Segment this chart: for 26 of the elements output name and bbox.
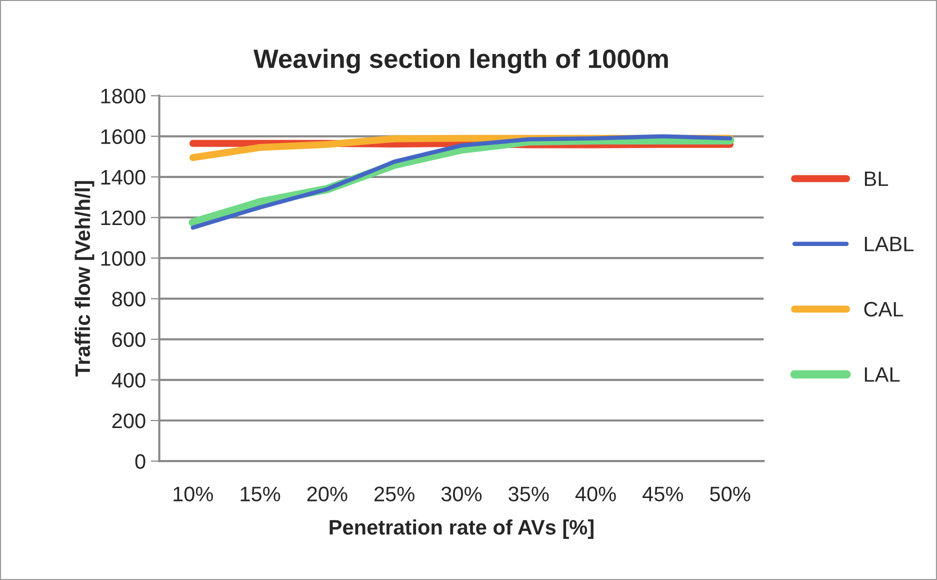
- x-tick-label: 30%: [441, 486, 482, 502]
- y-tick-label: 800: [112, 292, 146, 306]
- x-tick-label: 20%: [307, 486, 348, 502]
- y-tick-label: 1000: [101, 251, 146, 266]
- x-tick-label: 45%: [642, 486, 684, 502]
- y-tick-label: 0: [135, 454, 146, 469]
- x-tick-label: 25%: [374, 486, 414, 502]
- legend-label: LABL: [864, 236, 914, 252]
- y-tick-label: 600: [112, 332, 146, 348]
- x-axis-title: Penetration rate of AVs [%]: [330, 519, 594, 539]
- x-tick-label: 15%: [240, 486, 280, 502]
- x-tick-label: 35%: [508, 486, 549, 502]
- x-tick-label: 50%: [710, 486, 750, 502]
- x-tick-label: 40%: [575, 486, 616, 502]
- y-tick-label: 1200: [101, 210, 146, 226]
- y-tick-label: 400: [112, 372, 146, 388]
- legend-label: BL: [864, 172, 888, 186]
- y-axis-title: Traffic flow [Veh/h/l]: [74, 181, 94, 377]
- legend-label: CAL: [864, 302, 904, 317]
- chart-title: Weaving section length of 1000m: [254, 48, 668, 74]
- y-tick-label: 1400: [101, 170, 146, 185]
- legend-label: LAL: [864, 367, 900, 382]
- y-tick-label: 1600: [101, 129, 146, 144]
- y-tick-label: 200: [112, 414, 146, 428]
- y-tick-label: 1800: [101, 88, 146, 104]
- x-tick-label: 10%: [174, 486, 213, 502]
